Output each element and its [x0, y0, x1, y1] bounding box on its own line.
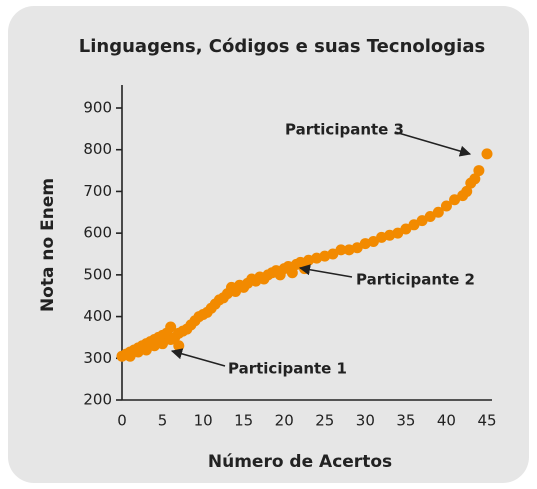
annotation-arrow: [298, 264, 353, 278]
y-tick-label: 500: [83, 265, 112, 283]
annotation-arrow: [170, 348, 226, 367]
y-tick-label: 200: [83, 391, 112, 409]
point: [400, 223, 412, 235]
point: [286, 267, 298, 279]
annotation-arrow: [394, 131, 472, 157]
point: [440, 200, 452, 212]
annotation: Participante 3: [285, 121, 404, 139]
point: [392, 227, 404, 239]
point: [140, 344, 152, 356]
x-tick-label: 0: [117, 412, 127, 430]
point: [408, 219, 420, 231]
point: [473, 165, 485, 177]
annotation: Participante 1: [228, 360, 347, 378]
point: [469, 173, 481, 185]
point: [416, 215, 428, 227]
x-tick-label: 45: [477, 412, 496, 430]
y-tick-label: 900: [83, 99, 112, 117]
y-axis-label: Nota no Enem: [38, 178, 58, 312]
x-tick-label: 20: [275, 412, 294, 430]
point: [327, 248, 339, 260]
point: [157, 338, 169, 350]
point: [461, 185, 473, 197]
point: [481, 148, 493, 160]
point: [335, 244, 347, 256]
y-tick-label: 700: [83, 182, 112, 200]
point: [351, 242, 363, 254]
y-tick-label: 300: [83, 349, 112, 367]
x-axis-label: Número de Acertos: [208, 452, 392, 472]
point: [173, 340, 185, 352]
x-tick-label: 10: [194, 412, 213, 430]
x-tick-label: 30: [356, 412, 375, 430]
annotation: Participante 2: [356, 271, 475, 289]
point: [432, 206, 444, 218]
x-tick-label: 25: [315, 412, 334, 430]
point: [165, 321, 177, 333]
chart-title: Linguagens, Códigos e suas Tecnologias: [79, 36, 485, 57]
point: [367, 235, 379, 247]
panel: [8, 6, 529, 483]
point: [424, 210, 436, 222]
y-tick-label: 800: [83, 140, 112, 158]
x-tick-label: 5: [158, 412, 168, 430]
x-tick-label: 35: [396, 412, 415, 430]
point: [449, 194, 461, 206]
y-tick-label: 400: [83, 307, 112, 325]
y-tick-label: 600: [83, 224, 112, 242]
x-tick-label: 15: [234, 412, 253, 430]
x-tick-label: 40: [437, 412, 456, 430]
